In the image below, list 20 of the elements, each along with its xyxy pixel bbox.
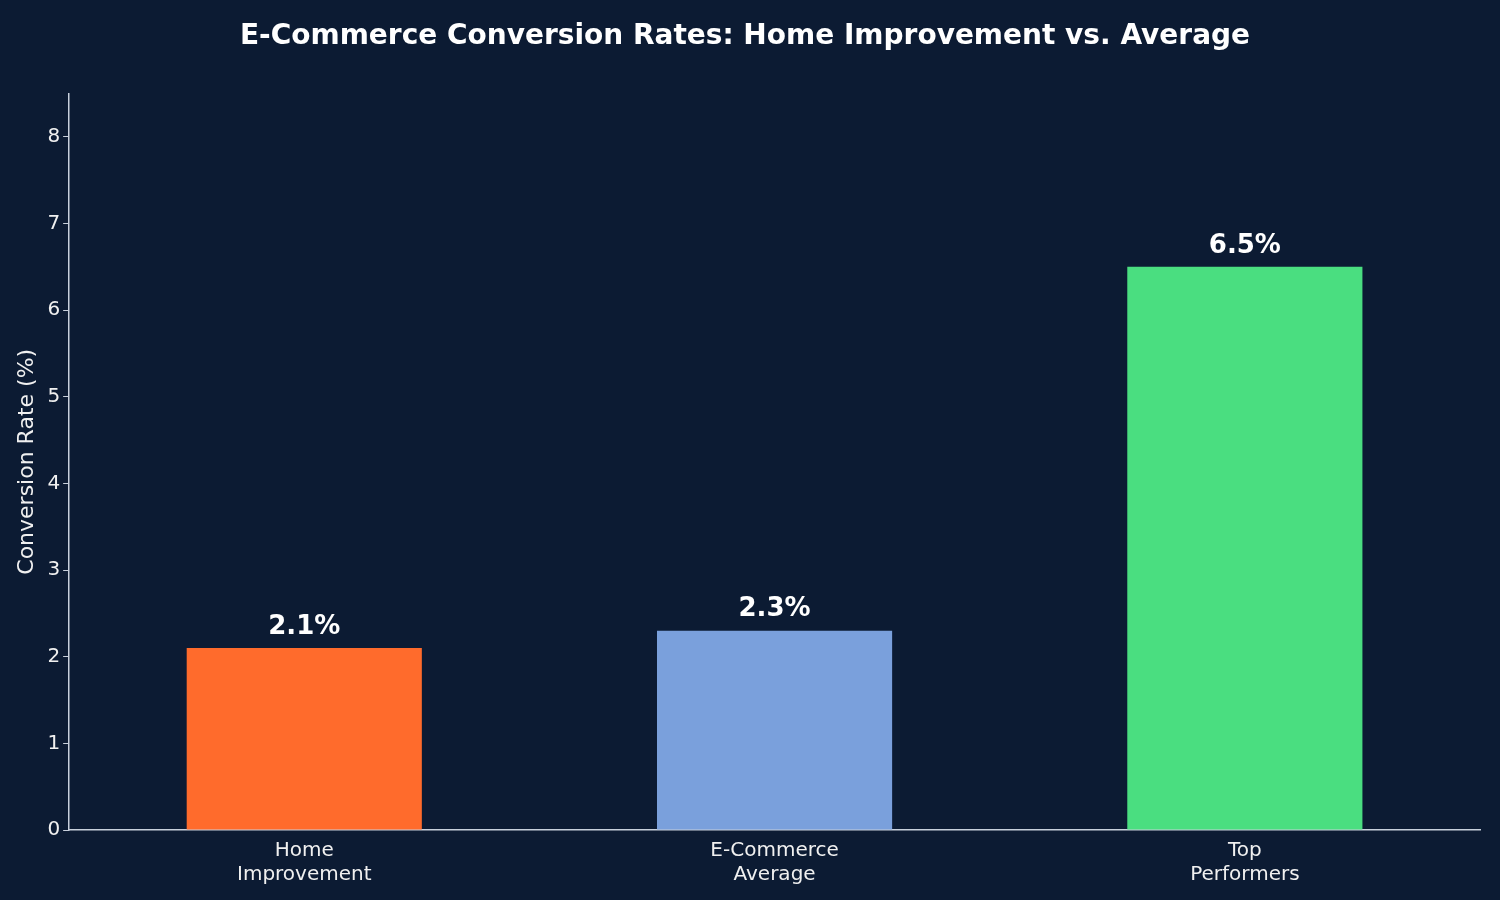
x-tick-label: Top Performers bbox=[1190, 837, 1300, 886]
chart-title: E-Commerce Conversion Rates: Home Improvement vs. Average bbox=[239, 18, 1251, 52]
y-tick-label: 7 bbox=[47, 209, 61, 234]
y-tick-label: 8 bbox=[47, 123, 61, 148]
bar bbox=[186, 648, 422, 830]
data-label: 2.1% bbox=[268, 609, 341, 640]
y-tick-label: 6 bbox=[47, 296, 61, 321]
y-tick-label: 3 bbox=[47, 556, 61, 581]
y-axis-title: Conversion Rate (%) bbox=[12, 348, 38, 575]
y-tick-label: 1 bbox=[47, 729, 61, 754]
y-tick-label: 4 bbox=[47, 469, 61, 494]
data-label: 2.3% bbox=[738, 592, 811, 623]
bar bbox=[656, 630, 893, 830]
data-label: 6.5% bbox=[1208, 228, 1281, 259]
x-tick-label: Home Improvement bbox=[237, 837, 372, 886]
y-tick-label: 2 bbox=[47, 642, 61, 667]
y-tick-label: 0 bbox=[47, 816, 61, 841]
bar bbox=[1127, 266, 1363, 830]
x-tick-label: E-Commerce Average bbox=[710, 837, 839, 886]
y-tick-label: 5 bbox=[47, 383, 61, 408]
